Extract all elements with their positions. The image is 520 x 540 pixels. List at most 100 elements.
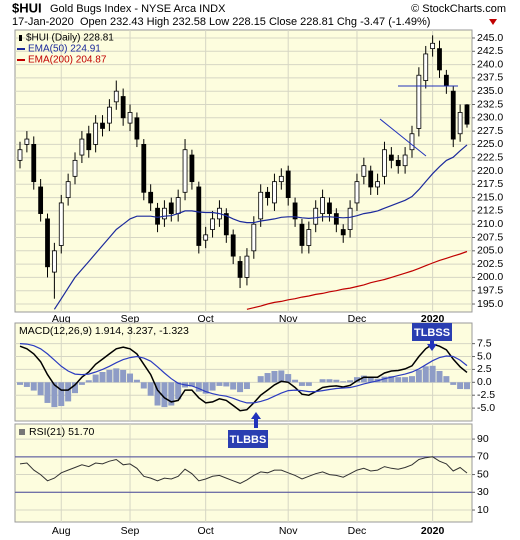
candle-body xyxy=(464,104,470,125)
histogram-bar xyxy=(85,380,92,383)
candle-body xyxy=(347,207,353,230)
candle-body xyxy=(107,106,112,124)
y-tick-label: 195.0 xyxy=(477,298,503,310)
histogram-bar xyxy=(278,370,285,383)
histogram-bar xyxy=(168,382,175,406)
candle-body xyxy=(58,202,64,246)
histogram-bar xyxy=(429,365,436,383)
histogram-bar xyxy=(23,382,30,387)
histogram-bar xyxy=(340,381,347,383)
candle-body xyxy=(340,229,346,236)
candle-body xyxy=(155,207,160,225)
histogram-bar xyxy=(161,382,168,408)
chart-subtitle: Gold Bugs Index - NYSE Arca INDX xyxy=(50,3,226,15)
y-tick-label: 240.0 xyxy=(477,58,503,70)
histogram-bar xyxy=(381,376,388,383)
candle-body xyxy=(24,138,30,145)
candle-body xyxy=(134,117,140,140)
y-tick-label: 0.0 xyxy=(477,376,492,388)
y-tick-label: 215.0 xyxy=(477,191,503,203)
histogram-bar xyxy=(58,382,65,407)
histogram-bar xyxy=(450,382,457,385)
line xyxy=(19,456,468,484)
candle-body xyxy=(368,170,374,188)
y-tick-label: 220.0 xyxy=(477,165,503,177)
histogram-bar xyxy=(78,382,85,385)
down-triangle xyxy=(489,19,497,25)
candle-body xyxy=(437,48,442,71)
candle-body xyxy=(430,42,436,50)
candle-body xyxy=(313,207,319,225)
histogram-bar xyxy=(92,374,99,383)
y-tick-label: 30 xyxy=(477,486,489,498)
candle-body xyxy=(168,202,174,214)
histogram-bar xyxy=(285,374,292,383)
candle-body xyxy=(79,138,85,156)
histogram-bar xyxy=(408,376,415,383)
x-tick-label: Aug xyxy=(52,313,71,325)
trend-line xyxy=(379,118,427,157)
candle-body xyxy=(45,218,50,268)
annotation-box xyxy=(228,430,268,448)
candle-body xyxy=(299,223,305,246)
legend-marker xyxy=(19,35,22,41)
candle-body xyxy=(409,133,415,151)
x-tick-label: Sep xyxy=(121,525,140,537)
histogram-bar xyxy=(333,379,340,383)
histogram-bar xyxy=(464,382,470,390)
histogram-bar xyxy=(292,379,299,383)
legend-label: $HUI (Daily) 228.81 xyxy=(26,33,114,44)
y-tick-label: 245.0 xyxy=(477,32,503,44)
histogram-bar xyxy=(216,382,223,386)
candle-body xyxy=(375,181,381,188)
y-tick-label: 50 xyxy=(477,468,489,480)
histogram-bar xyxy=(264,373,271,383)
y-tick-label: 7.5 xyxy=(477,337,492,349)
quote: Open 232.43 High 232.58 Low 228.15 Close… xyxy=(80,16,430,28)
candle-body xyxy=(113,90,119,103)
candle-body xyxy=(162,207,167,220)
legend-label: EMA(200) 204.87 xyxy=(28,55,107,66)
histogram-bar xyxy=(257,376,264,383)
histogram-bar xyxy=(72,382,79,394)
candle-body xyxy=(189,154,195,183)
histogram-bar xyxy=(402,377,409,383)
y-tick-label: 222.5 xyxy=(477,151,503,163)
candle-body xyxy=(382,149,387,177)
candle-body xyxy=(244,255,250,278)
candle-body xyxy=(423,53,429,81)
candle-body xyxy=(230,234,236,257)
chart-title: $HUI xyxy=(12,0,42,15)
histogram-bar xyxy=(305,382,312,386)
candle-body xyxy=(210,218,215,230)
y-tick-label: 217.5 xyxy=(477,178,503,190)
x-tick-label: Nov xyxy=(279,313,298,325)
line xyxy=(19,343,468,412)
y-tick-label: 230.0 xyxy=(477,112,503,124)
arrow-down xyxy=(427,341,437,351)
histogram-bar xyxy=(209,382,216,391)
candle-body xyxy=(354,181,360,204)
histogram-bar xyxy=(127,373,134,383)
candle-body xyxy=(457,112,463,135)
x-tick-label: Aug xyxy=(52,525,71,537)
candle-body xyxy=(223,213,229,236)
candle-body xyxy=(237,261,243,278)
histogram-bar xyxy=(106,369,113,383)
candle-body xyxy=(65,181,71,199)
candle-body xyxy=(203,234,209,241)
candle-body xyxy=(327,202,332,214)
candle-body xyxy=(141,143,147,193)
histogram-bar xyxy=(415,369,422,383)
y-tick-label: 242.5 xyxy=(477,45,503,57)
candle-body xyxy=(292,202,298,220)
histogram-bar xyxy=(271,370,278,383)
x-tick-label: Oct xyxy=(198,313,214,325)
histogram-bar xyxy=(65,382,72,402)
y-tick-label: 197.5 xyxy=(477,284,503,296)
candle-body xyxy=(17,149,23,161)
candle-body xyxy=(450,90,456,140)
histogram-bar xyxy=(154,382,161,406)
annotation: TLBBS xyxy=(230,434,267,446)
